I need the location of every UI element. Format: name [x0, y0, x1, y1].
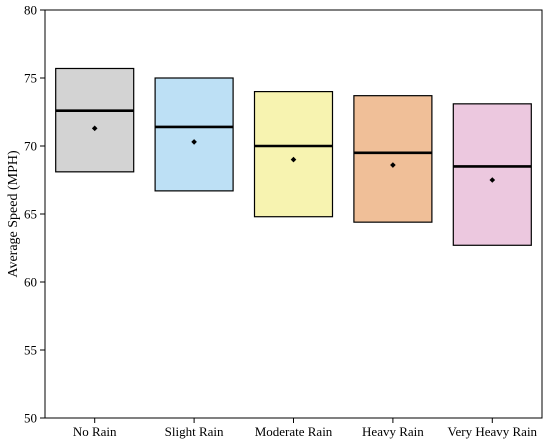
x-tick-label: Heavy Rain: [362, 424, 424, 439]
box: [55, 67, 135, 173]
box: [353, 95, 433, 223]
box: [452, 103, 532, 246]
box: [253, 90, 334, 218]
mean-marker: [191, 139, 197, 145]
x-tick-label: Moderate Rain: [255, 424, 333, 439]
mean-marker: [91, 125, 98, 132]
y-tick-label: 70: [24, 139, 37, 154]
y-axis-label: Average Speed (MPH): [6, 150, 21, 278]
y-tick-label: 60: [24, 275, 37, 290]
mean-marker: [390, 162, 396, 168]
x-tick-label: Slight Rain: [165, 424, 224, 439]
box: [154, 77, 234, 192]
y-tick-label: 80: [24, 3, 37, 18]
y-tick-label: 75: [24, 71, 37, 86]
y-tick-label: 55: [24, 343, 37, 358]
x-tick-label: Very Heavy Rain: [448, 424, 538, 439]
mean-marker: [290, 156, 297, 163]
mean-marker: [489, 177, 496, 183]
y-tick-label: 50: [24, 411, 37, 426]
y-tick-label: 65: [24, 207, 37, 222]
x-tick-label: No Rain: [73, 424, 117, 439]
